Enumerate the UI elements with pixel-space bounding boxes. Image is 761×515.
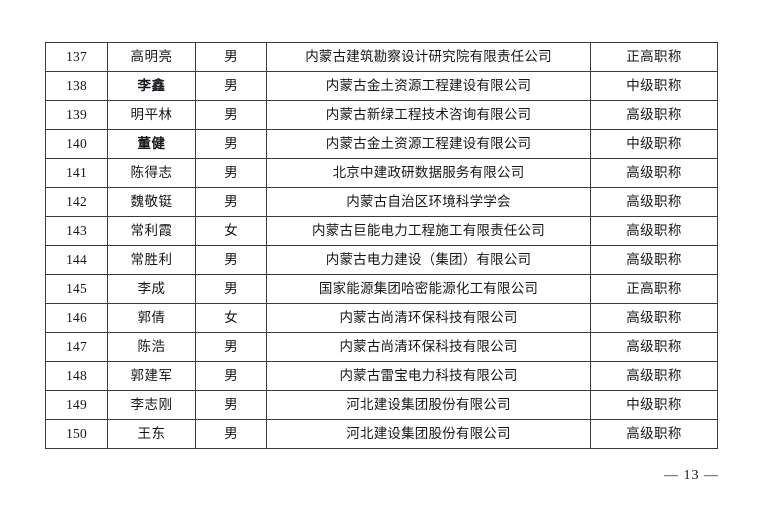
cell-title-level: 正高职称 (590, 42, 718, 72)
cell-name: 魏敬铤 (107, 187, 196, 217)
cell-sequence: 148 (45, 361, 108, 391)
cell-title-level: 中级职称 (590, 390, 718, 420)
cell-title-level: 高级职称 (590, 332, 718, 362)
roster-table-container: 137 高明亮男内蒙古建筑勘察设计研究院有限责任公司 正高职称 138 李鑫男内蒙古金土… (45, 42, 718, 449)
cell-title-level: 高级职称 (590, 187, 718, 217)
cell-name: 明平林 (107, 100, 196, 130)
cell-name: 李志刚 (107, 390, 196, 420)
table-row: 148 郭建军男内蒙古雷宝电力科技有限公司 高级职称 (45, 361, 718, 391)
cell-sex: 女 (195, 216, 267, 246)
cell-name: 常胜利 (107, 245, 196, 275)
cell-name: 高明亮 (107, 42, 196, 72)
cell-organization: 内蒙古尚清环保科技有限公司 (266, 332, 591, 362)
cell-name: 郭倩 (107, 303, 196, 333)
cell-sex: 男 (195, 274, 267, 304)
table-row: 139 明平林男内蒙古新绿工程技术咨询有限公司 高级职称 (45, 100, 718, 130)
table-row: 147 陈浩男内蒙古尚清环保科技有限公司 高级职称 (45, 332, 718, 362)
cell-sex: 男 (195, 158, 267, 188)
cell-sex: 男 (195, 71, 267, 101)
cell-sequence: 141 (45, 158, 108, 188)
cell-sequence: 138 (45, 71, 108, 101)
cell-name: 陈得志 (107, 158, 196, 188)
cell-organization: 内蒙古建筑勘察设计研究院有限责任公司 (266, 42, 591, 72)
cell-organization: 河北建设集团股份有限公司 (266, 390, 591, 420)
cell-sex: 女 (195, 303, 267, 333)
cell-sex: 男 (195, 245, 267, 275)
table-row: 143 常利霞女内蒙古巨能电力工程施工有限责任公司 高级职称 (45, 216, 718, 246)
cell-name: 王东 (107, 419, 196, 449)
cell-name: 郭建军 (107, 361, 196, 391)
cell-title-level: 高级职称 (590, 245, 718, 275)
cell-sequence: 140 (45, 129, 108, 159)
cell-sequence: 144 (45, 245, 108, 275)
table-row: 150 王东男河北建设集团股份有限公司 高级职称 (45, 419, 718, 449)
cell-title-level: 高级职称 (590, 361, 718, 391)
cell-sequence: 149 (45, 390, 108, 420)
cell-sequence: 137 (45, 42, 108, 72)
table-row: 145 李成男国家能源集团哈密能源化工有限公司 正高职称 (45, 274, 718, 304)
cell-organization: 内蒙古自治区环境科学学会 (266, 187, 591, 217)
cell-title-level: 高级职称 (590, 100, 718, 130)
cell-organization: 内蒙古新绿工程技术咨询有限公司 (266, 100, 591, 130)
cell-sequence: 139 (45, 100, 108, 130)
cell-name: 常利霞 (107, 216, 196, 246)
cell-sex: 男 (195, 419, 267, 449)
cell-sex: 男 (195, 187, 267, 217)
table-row: 149 李志刚男河北建设集团股份有限公司 中级职称 (45, 390, 718, 420)
page-number: — 13 — (664, 468, 719, 483)
cell-sequence: 145 (45, 274, 108, 304)
cell-sequence: 147 (45, 332, 108, 362)
cell-sequence: 150 (45, 419, 108, 449)
cell-organization: 内蒙古电力建设（集团）有限公司 (266, 245, 591, 275)
table-row: 144 常胜利男内蒙古电力建设（集团）有限公司 高级职称 (45, 245, 718, 275)
cell-organization: 北京中建政研数据服务有限公司 (266, 158, 591, 188)
cell-name: 李成 (107, 274, 196, 304)
cell-name: 陈浩 (107, 332, 196, 362)
table-row: 146 郭倩女内蒙古尚清环保科技有限公司 高级职称 (45, 303, 718, 333)
cell-organization: 内蒙古金土资源工程建设有限公司 (266, 129, 591, 159)
cell-organization: 内蒙古雷宝电力科技有限公司 (266, 361, 591, 391)
cell-title-level: 中级职称 (590, 129, 718, 159)
table-row: 138 李鑫男内蒙古金土资源工程建设有限公司 中级职称 (45, 71, 718, 101)
cell-name: 董健 (107, 129, 196, 159)
cell-sex: 男 (195, 42, 267, 72)
cell-name: 李鑫 (107, 71, 196, 101)
cell-organization: 国家能源集团哈密能源化工有限公司 (266, 274, 591, 304)
roster-table: 137 高明亮男内蒙古建筑勘察设计研究院有限责任公司 正高职称 138 李鑫男内蒙古金土… (45, 42, 718, 449)
cell-sequence: 143 (45, 216, 108, 246)
cell-sex: 男 (195, 129, 267, 159)
cell-organization: 河北建设集团股份有限公司 (266, 419, 591, 449)
table-row: 137 高明亮男内蒙古建筑勘察设计研究院有限责任公司 正高职称 (45, 42, 718, 72)
cell-organization: 内蒙古金土资源工程建设有限公司 (266, 71, 591, 101)
cell-title-level: 高级职称 (590, 303, 718, 333)
roster-table-body: 137 高明亮男内蒙古建筑勘察设计研究院有限责任公司 正高职称 138 李鑫男内蒙古金土… (45, 42, 718, 449)
table-row: 140 董健男内蒙古金土资源工程建设有限公司 中级职称 (45, 129, 718, 159)
table-row: 142 魏敬铤男内蒙古自治区环境科学学会 高级职称 (45, 187, 718, 217)
cell-sequence: 142 (45, 187, 108, 217)
cell-sex: 男 (195, 100, 267, 130)
cell-organization: 内蒙古尚清环保科技有限公司 (266, 303, 591, 333)
cell-sex: 男 (195, 361, 267, 391)
cell-sex: 男 (195, 390, 267, 420)
cell-title-level: 中级职称 (590, 71, 718, 101)
cell-title-level: 高级职称 (590, 419, 718, 449)
cell-title-level: 正高职称 (590, 274, 718, 304)
cell-title-level: 高级职称 (590, 216, 718, 246)
cell-organization: 内蒙古巨能电力工程施工有限责任公司 (266, 216, 591, 246)
cell-title-level: 高级职称 (590, 158, 718, 188)
cell-sequence: 146 (45, 303, 108, 333)
table-row: 141 陈得志男北京中建政研数据服务有限公司 高级职称 (45, 158, 718, 188)
cell-sex: 男 (195, 332, 267, 362)
